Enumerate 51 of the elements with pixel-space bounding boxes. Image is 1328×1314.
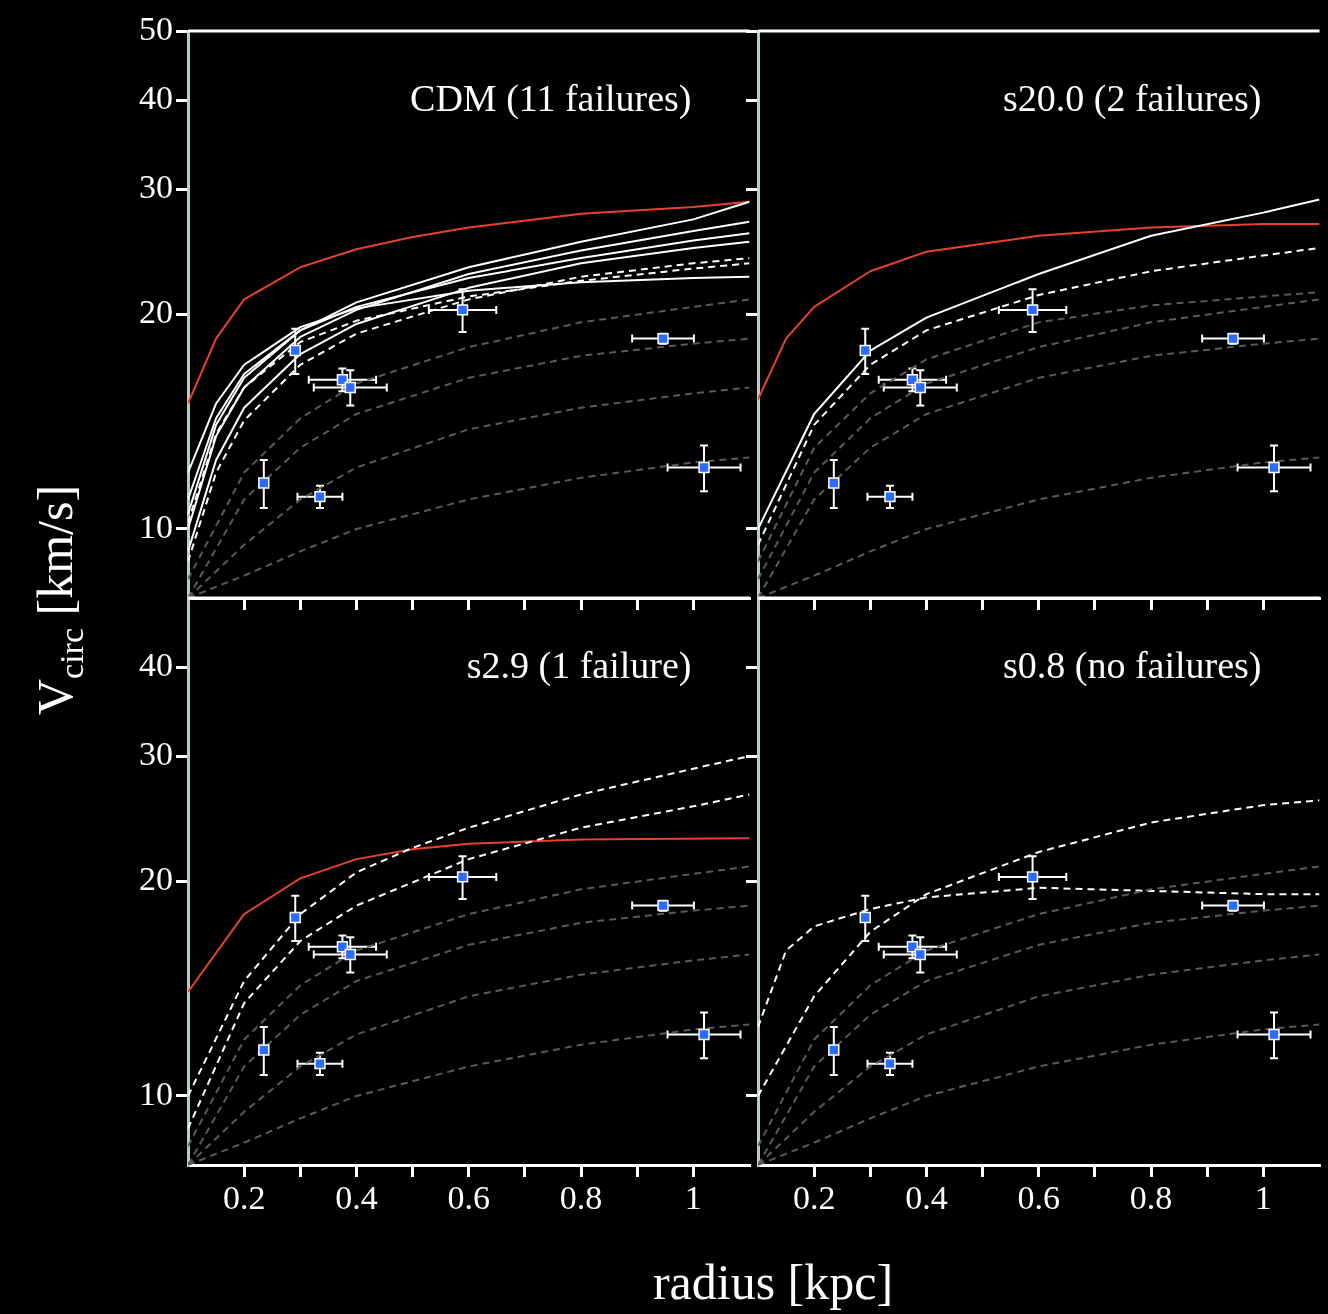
point <box>698 461 710 474</box>
y-tick-label: 10 <box>139 507 173 545</box>
point <box>344 381 356 394</box>
annotation: s20.0 (2 failures) <box>1002 76 1262 120</box>
point <box>1268 461 1280 474</box>
point <box>914 381 926 394</box>
y-tick-label: 40 <box>139 78 173 116</box>
point <box>1026 871 1039 883</box>
point <box>289 344 301 357</box>
point <box>289 911 301 924</box>
point <box>1026 304 1039 316</box>
y-tick-label: 10 <box>139 1074 173 1112</box>
point <box>344 948 356 961</box>
line-series <box>188 865 750 1148</box>
y-tick-label: 30 <box>139 167 173 205</box>
point <box>456 871 469 883</box>
point <box>859 344 871 357</box>
x-tick-label: 1 <box>1254 1179 1272 1217</box>
point <box>828 477 840 489</box>
y-tick-label: 50 <box>139 9 173 47</box>
point <box>314 1057 326 1070</box>
y-tick-label: 40 <box>139 645 173 683</box>
x-tick-label: 0.2 <box>792 1179 836 1217</box>
point <box>456 304 469 316</box>
x-tick-label: 0.8 <box>559 1179 603 1217</box>
x-tick-label: 0.8 <box>1129 1179 1173 1217</box>
annotation: s2.9 (1 failure) <box>466 643 692 687</box>
x-axis-title: radius [kpc] <box>652 1253 894 1311</box>
y-tick-label: 20 <box>139 293 173 331</box>
x-tick-label: 1 <box>684 1179 702 1217</box>
x-tick-label: 0.4 <box>335 1179 378 1217</box>
point <box>914 948 926 961</box>
x-tick-label: 0.6 <box>447 1179 490 1217</box>
x-tick-label: 0.2 <box>222 1179 266 1217</box>
point <box>859 911 871 924</box>
point <box>884 1057 896 1070</box>
y-tick-label: 30 <box>139 734 173 772</box>
line-series <box>188 793 750 1130</box>
x-tick-label: 0.4 <box>905 1179 948 1217</box>
point <box>258 1044 270 1056</box>
line-series <box>188 298 750 581</box>
y-tick-label: 20 <box>139 860 173 898</box>
annotation: CDM (11 failures) <box>410 76 692 120</box>
point <box>314 490 326 503</box>
point <box>1268 1028 1280 1041</box>
annotation: s0.8 (no failures) <box>1002 643 1262 687</box>
point <box>828 1044 840 1056</box>
point <box>258 477 270 489</box>
x-tick-label: 0.6 <box>1017 1179 1060 1217</box>
point <box>698 1028 710 1041</box>
point <box>884 490 896 503</box>
